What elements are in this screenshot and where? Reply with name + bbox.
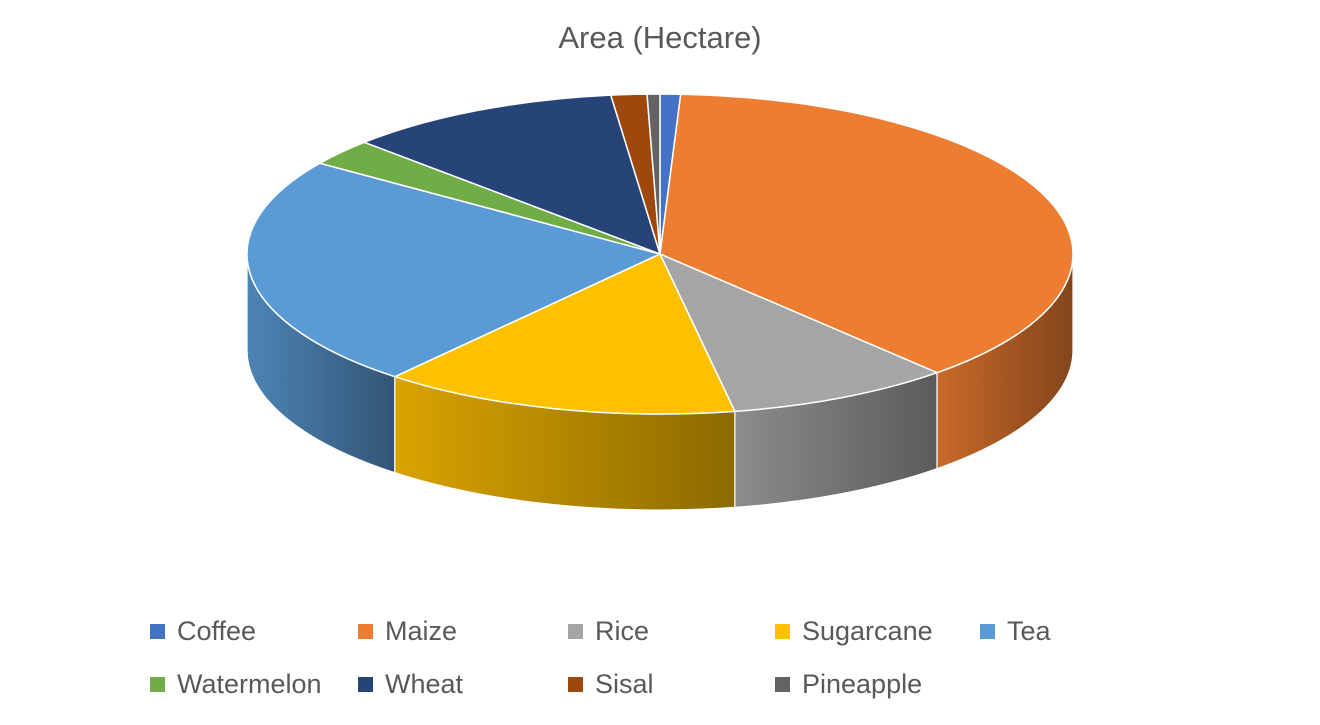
legend-swatch-wheat (358, 677, 373, 692)
legend-swatch-tea (980, 624, 995, 639)
legend-swatch-rice (568, 624, 583, 639)
pie-chart (246, 93, 1074, 511)
legend-swatch-watermelon (150, 677, 165, 692)
pie-slice-rice (659, 253, 938, 413)
chart-title: Area (Hectare) (558, 20, 762, 55)
legend-label-coffee: Coffee (177, 616, 257, 646)
legend-item-sisal: Sisal (568, 669, 654, 700)
legend-swatch-maize (358, 624, 373, 639)
legend-label-rice: Rice (595, 616, 650, 646)
pie-slice-wheat (363, 94, 661, 255)
pie-tops (246, 93, 1074, 415)
legend-label-watermelon: Watermelon (177, 669, 322, 699)
legend-item-sugarcane: Sugarcane (775, 616, 933, 647)
legend-label-tea: Tea (1007, 616, 1051, 646)
legend-label-sugarcane: Sugarcane (802, 616, 933, 646)
legend-swatch-pineapple (775, 677, 790, 692)
pie-slice-pineapple (646, 93, 661, 255)
legend-swatch-sisal (568, 677, 583, 692)
legend-swatch-sugarcane (775, 624, 790, 639)
pie-slice-tea (246, 162, 661, 378)
legend-label-sisal: Sisal (595, 669, 654, 699)
legend-item-watermelon: Watermelon (150, 669, 322, 700)
pie-sides (246, 253, 1074, 511)
legend-swatch-coffee (150, 624, 165, 639)
legend-item-coffee: Coffee (150, 616, 256, 647)
legend-label-pineapple: Pineapple (802, 669, 923, 699)
legend-item-pineapple: Pineapple (775, 669, 922, 700)
pie-slice-sugarcane (394, 253, 736, 415)
pie-slice-maize (659, 93, 1074, 374)
legend-item-maize: Maize (358, 616, 457, 647)
legend-label-wheat: Wheat (385, 669, 464, 699)
legend-label-maize: Maize (385, 616, 458, 646)
legend-item-tea: Tea (980, 616, 1051, 647)
legend-item-rice: Rice (568, 616, 649, 647)
legend-item-wheat: Wheat (358, 669, 463, 700)
